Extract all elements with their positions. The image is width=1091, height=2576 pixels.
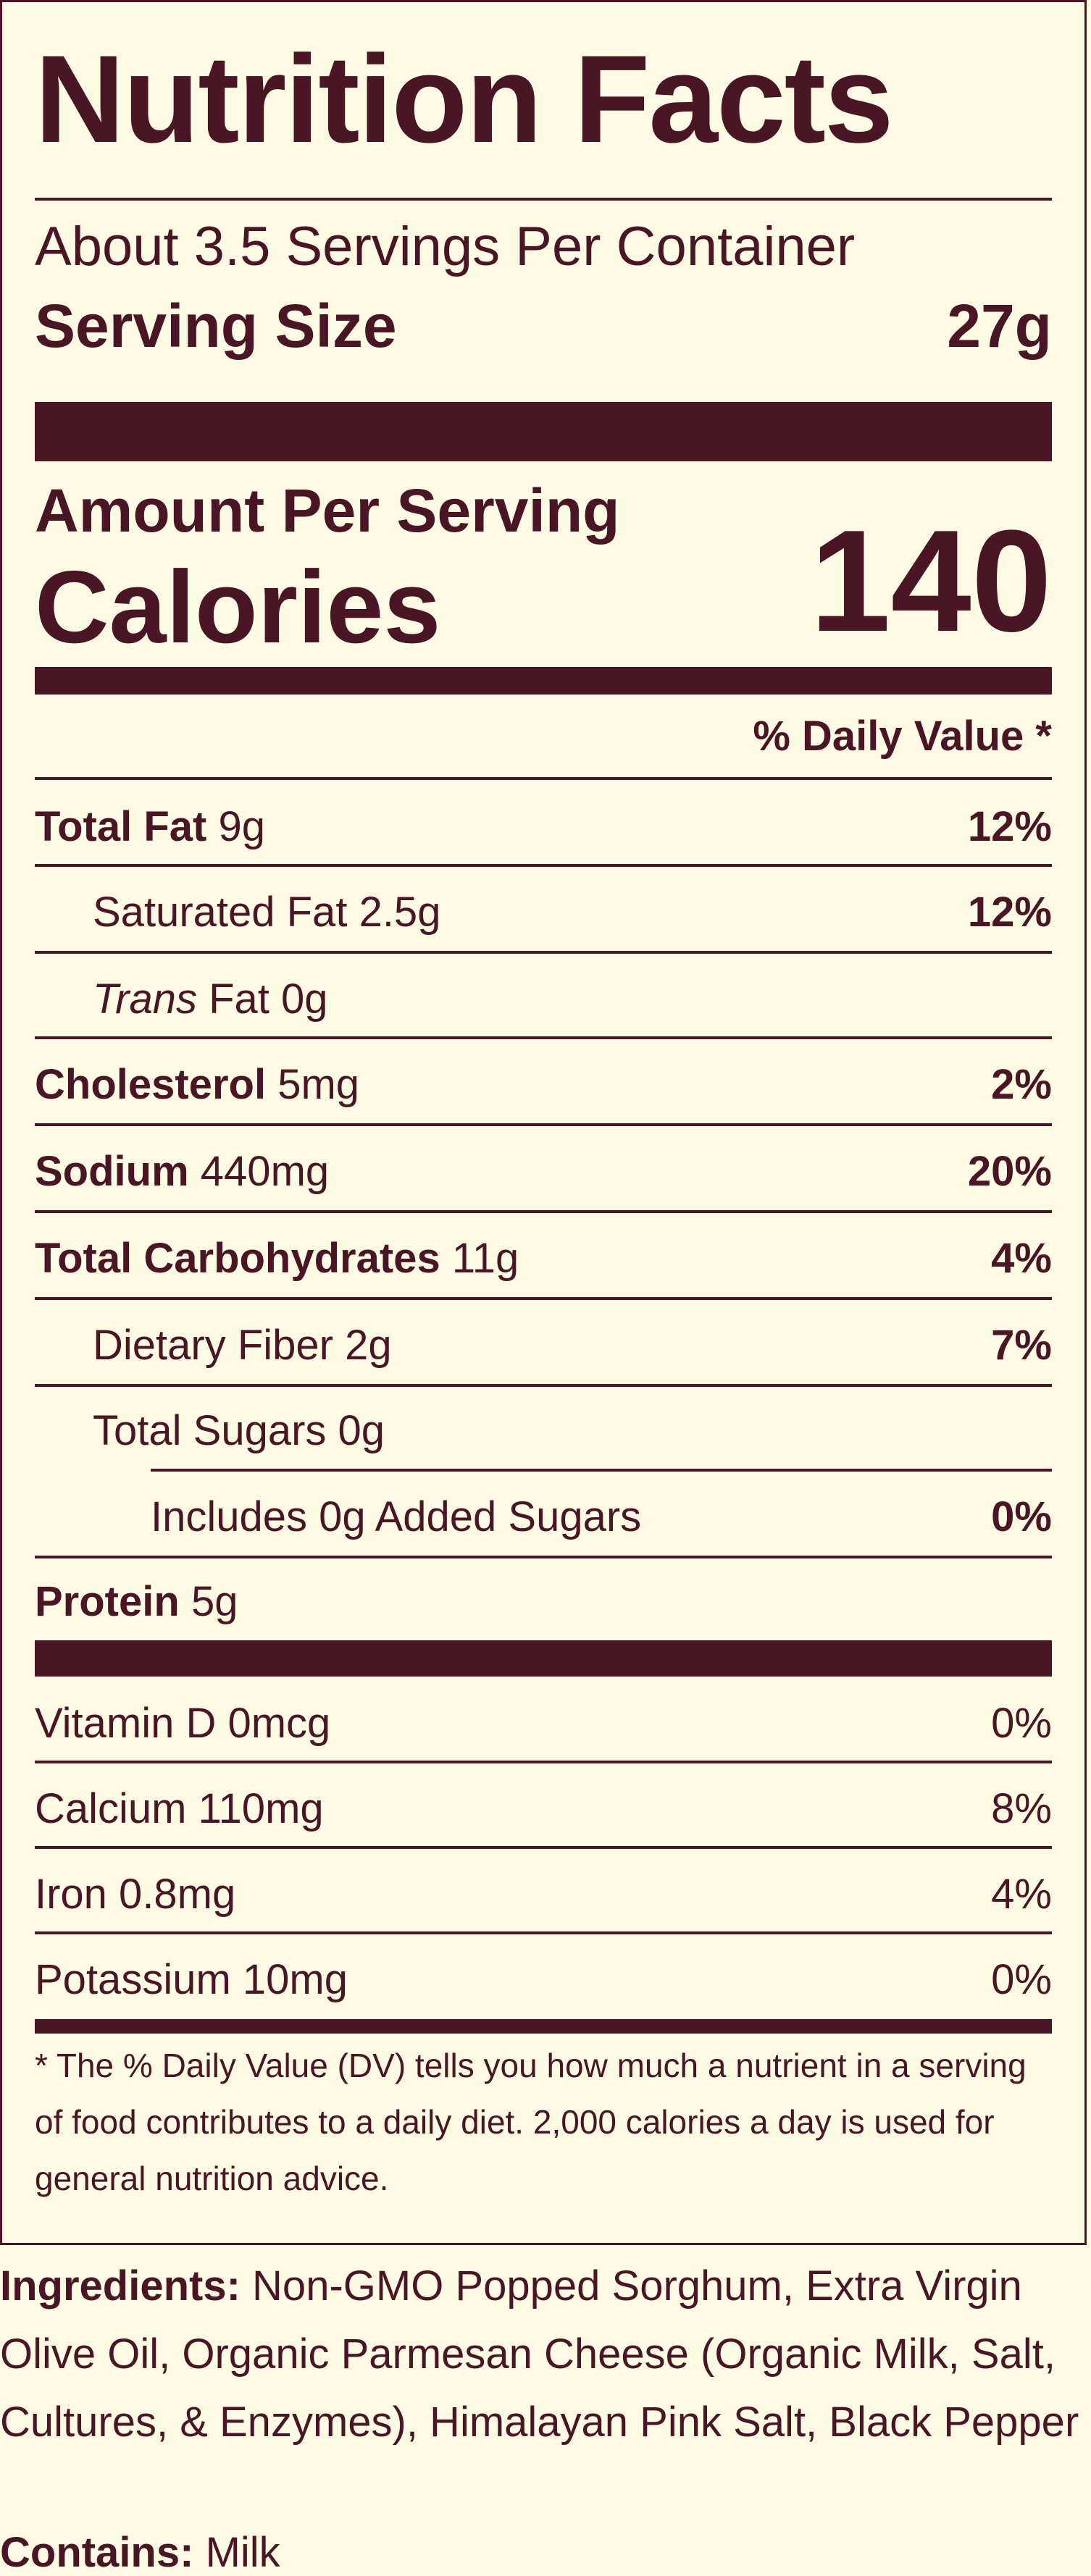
ingredients-text: Non-GMO Popped Sorghum, Extra Virgin Oli… [0, 2262, 1079, 2446]
thick-bar-calories [35, 667, 1052, 695]
nutrient-name: Protein [35, 1578, 180, 1625]
nutrient-dv: 12% [967, 803, 1052, 850]
nutrient-dv: 7% [991, 1322, 1052, 1369]
vitamin-text: Vitamin D 0mcg [35, 1700, 331, 1747]
calories-value: 140 [810, 500, 1052, 662]
nutrient-text: Includes 0g Added Sugars [151, 1493, 642, 1540]
nutrient-name: Dietary Fiber [93, 1322, 333, 1369]
daily-value-header: % Daily Value * [753, 713, 1052, 760]
nutrient-name-italic: Trans [93, 976, 197, 1023]
nutrient-row-saturated-fat: Saturated Fat 2.5g 12% [35, 870, 1052, 955]
row-divider [35, 1036, 1052, 1039]
nutrient-row-total-carbohydrates: Total Carbohydrates 11g 4% [35, 1216, 1052, 1301]
nutrient-amount: 9g [218, 803, 265, 850]
row-divider [35, 777, 1052, 780]
row-divider [35, 864, 1052, 867]
nutrient-amount: 2.5g [359, 889, 441, 936]
thick-bar-footnote [35, 2019, 1052, 2034]
serving-size-row: Serving Size 27g [35, 295, 1052, 356]
calories-label: Calories [35, 550, 441, 665]
nutrient-dv: 0% [991, 1493, 1052, 1540]
vitamin-dv: 0% [991, 1700, 1052, 1747]
row-divider [35, 1210, 1052, 1213]
nutrient-row-protein: Protein 5g [35, 1559, 1052, 1645]
nutrient-name: Total Carbohydrates [35, 1235, 440, 1282]
vitamin-row-vitamin-d: Vitamin D 0mcg 0% [35, 1681, 1052, 1766]
nutrient-amount: 0g [338, 1407, 385, 1454]
contains-label: Contains: [0, 2529, 194, 2576]
allergen-statement: Contains: Milk [0, 2531, 280, 2575]
nutrient-row-dietary-fiber: Dietary Fiber 2g 7% [35, 1303, 1052, 1388]
nutrient-row-total-fat: Total Fat 9g 12% [35, 784, 1052, 870]
serving-size-label: Serving Size [35, 292, 397, 360]
vitamin-dv: 4% [991, 1871, 1052, 1918]
daily-value-footnote: * The % Daily Value (DV) tells you how m… [35, 2047, 1027, 2197]
servings-per-container: About 3.5 Servings Per Container [35, 216, 856, 277]
nutrient-dv: 2% [991, 1061, 1052, 1108]
nutrient-name: Sodium [35, 1148, 189, 1195]
row-divider [35, 1384, 1052, 1387]
vitamin-text: Potassium 10mg [35, 1956, 348, 2003]
nutrient-amount: 11g [451, 1235, 519, 1282]
nutrient-dv: 20% [967, 1148, 1052, 1195]
vitamin-row-iron: Iron 0.8mg 4% [35, 1852, 1052, 1937]
ingredients-statement: Ingredients: Non-GMO Popped Sorghum, Ext… [0, 2252, 1079, 2457]
nutrient-amount: 0g [281, 976, 328, 1023]
nutrition-label: Nutrition Facts About 3.5 Servings Per C… [0, 0, 1087, 2245]
nutrient-row-added-sugars: Includes 0g Added Sugars 0% [35, 1474, 1052, 1560]
nutrient-row-cholesterol: Cholesterol 5mg 2% [35, 1042, 1052, 1128]
label-title: Nutrition Facts [35, 30, 894, 169]
vitamin-row-calcium: Calcium 110mg 8% [35, 1766, 1052, 1852]
vitamin-text: Calcium 110mg [35, 1785, 324, 1832]
row-divider-indented [151, 1469, 1052, 1472]
thick-bar-top [35, 402, 1052, 461]
nutrient-amount: 2g [345, 1322, 392, 1369]
nutrient-amount: 5mg [277, 1061, 360, 1108]
nutrient-amount: 440mg [200, 1148, 330, 1195]
vitamin-dv: 0% [991, 1956, 1052, 2003]
row-divider [35, 1123, 1052, 1126]
nutrient-row-trans-fat: Trans Fat 0g [35, 957, 1052, 1042]
row-divider [35, 1846, 1052, 1849]
thick-bar-vitamins [35, 1640, 1052, 1677]
contains-text: Milk [205, 2529, 280, 2576]
vitamin-dv: 8% [991, 1785, 1052, 1832]
nutrient-name: Fat [209, 976, 269, 1023]
nutrient-dv: 4% [991, 1235, 1052, 1282]
vitamin-text: Iron 0.8mg [35, 1871, 236, 1918]
nutrient-name: Saturated Fat [93, 889, 348, 936]
nutrient-name: Total Sugars [93, 1407, 327, 1454]
nutrient-row-sodium: Sodium 440mg 20% [35, 1129, 1052, 1214]
row-divider [35, 1761, 1052, 1763]
amount-per-serving: Amount Per Serving [35, 477, 620, 545]
nutrient-dv: 12% [967, 889, 1052, 936]
vitamin-row-potassium: Potassium 10mg 0% [35, 1937, 1052, 2023]
nutrient-name: Cholesterol [35, 1061, 267, 1108]
nutrient-amount: 5g [191, 1578, 238, 1625]
nutrient-row-total-sugars: Total Sugars 0g [35, 1388, 1052, 1474]
row-divider [35, 951, 1052, 954]
row-divider [35, 1931, 1052, 1934]
title-rule [35, 198, 1052, 201]
ingredients-label: Ingredients: [0, 2262, 241, 2309]
row-divider [35, 1297, 1052, 1300]
row-divider [35, 1556, 1052, 1558]
serving-size-value: 27g [947, 292, 1052, 360]
nutrient-name: Total Fat [35, 803, 207, 850]
